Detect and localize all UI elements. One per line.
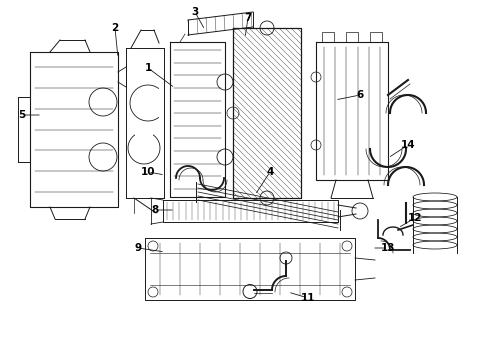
- Text: 6: 6: [356, 90, 363, 100]
- Text: 14: 14: [400, 140, 414, 150]
- Text: 2: 2: [111, 23, 119, 33]
- Text: 11: 11: [300, 293, 315, 303]
- Text: 8: 8: [151, 205, 158, 215]
- Text: 5: 5: [19, 110, 25, 120]
- Text: 3: 3: [191, 7, 198, 17]
- Text: 7: 7: [244, 13, 251, 23]
- Text: 12: 12: [407, 213, 421, 223]
- Text: 9: 9: [134, 243, 141, 253]
- Text: 10: 10: [141, 167, 155, 177]
- Text: 4: 4: [266, 167, 273, 177]
- Text: 13: 13: [380, 243, 394, 253]
- Text: 1: 1: [144, 63, 151, 73]
